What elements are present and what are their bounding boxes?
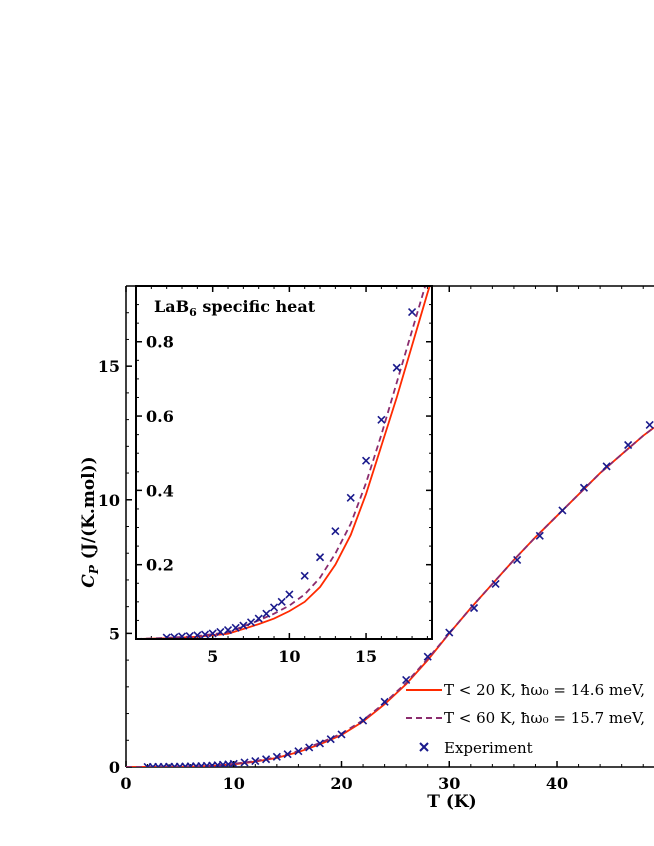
experiment-point bbox=[193, 631, 202, 639]
experiment-point bbox=[200, 630, 210, 639]
experiment-point bbox=[305, 743, 314, 752]
experiment-point bbox=[315, 739, 325, 748]
experiment-point bbox=[645, 420, 654, 430]
x-tick-label: 40 bbox=[546, 774, 568, 793]
experiment-point bbox=[246, 618, 256, 627]
experiment-point bbox=[231, 623, 240, 632]
experiment-point bbox=[558, 506, 567, 515]
x-tick-label: 30 bbox=[438, 774, 460, 793]
experiment-point bbox=[162, 633, 171, 639]
x-tick-label: 20 bbox=[330, 774, 352, 793]
legend-label-experiment: Experiment bbox=[444, 739, 533, 757]
y-tick-label: 10 bbox=[98, 491, 120, 510]
experiment-point bbox=[423, 652, 432, 661]
main-series bbox=[126, 420, 654, 767]
y-tick-label: 0.2 bbox=[146, 556, 174, 575]
experiment-point bbox=[602, 462, 611, 471]
experiment-point bbox=[229, 759, 238, 767]
y-tick-label: 0.4 bbox=[146, 481, 174, 500]
experiment-point bbox=[272, 752, 281, 761]
experiment-point bbox=[285, 590, 294, 599]
x-tick-label: 0 bbox=[120, 774, 131, 793]
experiment-point bbox=[251, 757, 260, 766]
experiment-point bbox=[407, 307, 417, 317]
inset-title-sub: 6 bbox=[189, 306, 197, 319]
legend-label-solid: T < 20 K, ħω₀ = 14.6 meV, bbox=[444, 681, 645, 699]
experiment-point bbox=[213, 761, 222, 767]
experiment-point bbox=[223, 626, 233, 635]
experiment-point bbox=[254, 614, 263, 623]
experiment-point bbox=[361, 456, 371, 465]
y-axis-title-rest: (J/(K.mol)) bbox=[79, 456, 99, 565]
experiment-point bbox=[380, 697, 389, 706]
main-plot: 0 10 20 30 40 0 5 10 15 T (K) CP (J/(K.mol)) bbox=[79, 285, 654, 812]
x-tick-label: 10 bbox=[278, 647, 300, 666]
experiment-point bbox=[624, 440, 633, 450]
experiment-point bbox=[392, 363, 401, 372]
experiment-point bbox=[491, 579, 500, 589]
legend-marker-experiment bbox=[419, 742, 429, 752]
experiment-point bbox=[240, 758, 249, 767]
legend: T < 20 K, ħω₀ = 14.6 meV, T < 60 K, ħω₀ … bbox=[406, 681, 645, 757]
y-tick-label: 0.8 bbox=[146, 333, 174, 352]
y-axis-title-sub: P bbox=[87, 564, 101, 575]
inset-title: LaB6 specific heat bbox=[154, 297, 316, 319]
experiment-point bbox=[294, 747, 303, 756]
legend-label-dashed: T < 60 K, ħω₀ = 15.7 meV, bbox=[444, 709, 645, 727]
experiment-point bbox=[170, 633, 179, 639]
experiment-point bbox=[513, 555, 522, 564]
experiment-point bbox=[535, 531, 544, 540]
experiment-point bbox=[262, 609, 271, 618]
x-tick-label: 5 bbox=[207, 647, 218, 666]
main-x-axis-title: T (K) bbox=[427, 792, 476, 812]
x-tick-label: 10 bbox=[223, 774, 245, 793]
y-tick-label: 0.6 bbox=[146, 407, 174, 426]
inset-background bbox=[136, 286, 432, 639]
series-line-dashed bbox=[126, 426, 654, 767]
experiment-point bbox=[300, 571, 309, 580]
experiment-point bbox=[579, 483, 589, 492]
experiment-point bbox=[216, 627, 225, 637]
experiment-point bbox=[277, 597, 286, 606]
main-y-axis-title: CP (J/(K.mol)) bbox=[79, 456, 101, 587]
experiment-point bbox=[424, 249, 431, 256]
y-axis-title-main: C bbox=[79, 574, 99, 588]
main-x-ticks: 0 10 20 30 40 bbox=[120, 286, 644, 793]
inset-frame bbox=[135, 285, 433, 640]
experiment-point bbox=[262, 755, 271, 764]
experiment-point bbox=[283, 750, 292, 759]
experiment-point bbox=[469, 603, 479, 613]
experiment-point bbox=[358, 716, 368, 725]
inset-title-main: LaB bbox=[154, 297, 189, 316]
experiment-point bbox=[315, 553, 325, 562]
experiment-point bbox=[337, 730, 346, 739]
inset-plot: 5 10 15 0.2 0.4 0.6 0.8 LaB6 specific heat bbox=[135, 249, 433, 666]
experiment-point bbox=[269, 603, 279, 612]
y-tick-label: 15 bbox=[98, 357, 120, 376]
experiment-point bbox=[239, 621, 248, 630]
inset-title-rest: specific heat bbox=[197, 297, 316, 316]
experiment-point bbox=[331, 527, 340, 536]
experiment-point bbox=[326, 735, 335, 744]
experiment-point bbox=[377, 415, 386, 424]
x-tick-label: 15 bbox=[355, 647, 377, 666]
experiment-point bbox=[402, 675, 411, 684]
experiment-point bbox=[445, 628, 454, 637]
y-tick-label: 5 bbox=[109, 624, 120, 643]
main-y-ticks: 0 5 10 15 bbox=[98, 285, 132, 777]
experiment-point bbox=[208, 629, 217, 638]
y-tick-label: 0 bbox=[109, 758, 120, 777]
experiment-point bbox=[346, 493, 355, 502]
inset-series bbox=[136, 249, 431, 639]
